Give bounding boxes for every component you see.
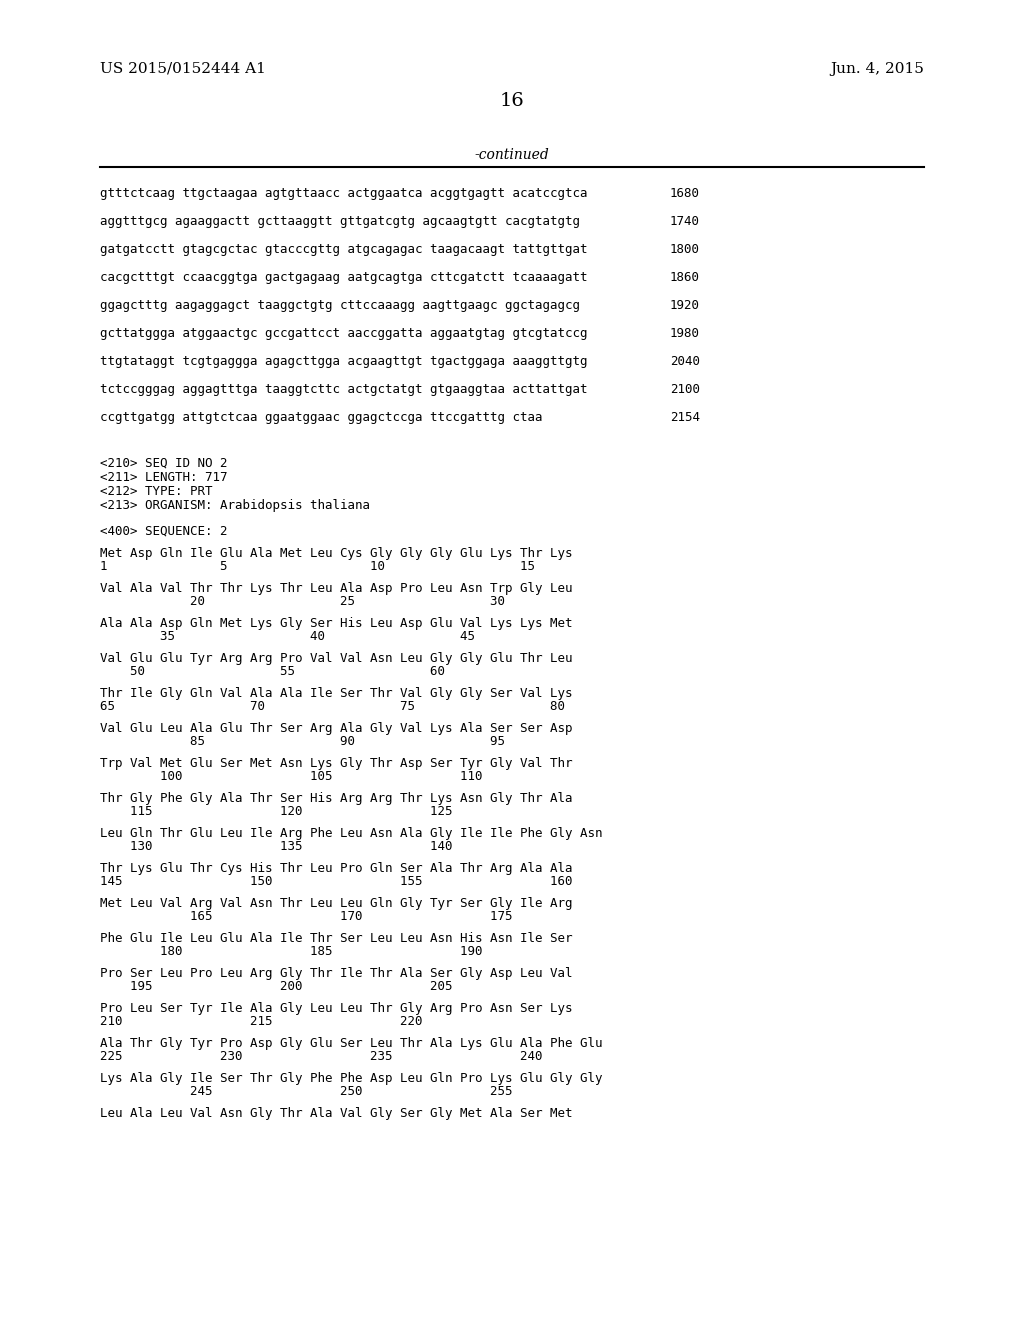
Text: aggtttgcg agaaggactt gcttaaggtt gttgatcgtg agcaagtgtt cacgtatgtg: aggtttgcg agaaggactt gcttaaggtt gttgatcg… (100, 215, 580, 228)
Text: 180                 185                 190: 180 185 190 (100, 945, 482, 958)
Text: Thr Gly Phe Gly Ala Thr Ser His Arg Arg Thr Lys Asn Gly Thr Ala: Thr Gly Phe Gly Ala Thr Ser His Arg Arg … (100, 792, 572, 805)
Text: Met Asp Gln Ile Glu Ala Met Leu Cys Gly Gly Gly Glu Lys Thr Lys: Met Asp Gln Ile Glu Ala Met Leu Cys Gly … (100, 546, 572, 560)
Text: 2040: 2040 (670, 355, 700, 368)
Text: 165                 170                 175: 165 170 175 (100, 909, 512, 923)
Text: 2154: 2154 (670, 411, 700, 424)
Text: US 2015/0152444 A1: US 2015/0152444 A1 (100, 62, 266, 77)
Text: cacgctttgt ccaacggtga gactgagaag aatgcagtga cttcgatctt tcaaaagatt: cacgctttgt ccaacggtga gactgagaag aatgcag… (100, 271, 588, 284)
Text: Ala Thr Gly Tyr Pro Asp Gly Glu Ser Leu Thr Ala Lys Glu Ala Phe Glu: Ala Thr Gly Tyr Pro Asp Gly Glu Ser Leu … (100, 1038, 602, 1049)
Text: 115                 120                 125: 115 120 125 (100, 805, 453, 818)
Text: gtttctcaag ttgctaagaa agtgttaacc actggaatca acggtgagtt acatccgtca: gtttctcaag ttgctaagaa agtgttaacc actggaa… (100, 187, 588, 201)
Text: 245                 250                 255: 245 250 255 (100, 1085, 512, 1098)
Text: 100                 105                 110: 100 105 110 (100, 770, 482, 783)
Text: Met Leu Val Arg Val Asn Thr Leu Leu Gln Gly Tyr Ser Gly Ile Arg: Met Leu Val Arg Val Asn Thr Leu Leu Gln … (100, 898, 572, 909)
Text: Lys Ala Gly Ile Ser Thr Gly Phe Phe Asp Leu Gln Pro Lys Glu Gly Gly: Lys Ala Gly Ile Ser Thr Gly Phe Phe Asp … (100, 1072, 602, 1085)
Text: 85                  90                  95: 85 90 95 (100, 735, 505, 748)
Text: Phe Glu Ile Leu Glu Ala Ile Thr Ser Leu Leu Asn His Asn Ile Ser: Phe Glu Ile Leu Glu Ala Ile Thr Ser Leu … (100, 932, 572, 945)
Text: Leu Gln Thr Glu Leu Ile Arg Phe Leu Asn Ala Gly Ile Ile Phe Gly Asn: Leu Gln Thr Glu Leu Ile Arg Phe Leu Asn … (100, 828, 602, 840)
Text: 1920: 1920 (670, 300, 700, 312)
Text: 2100: 2100 (670, 383, 700, 396)
Text: Val Glu Leu Ala Glu Thr Ser Arg Ala Gly Val Lys Ala Ser Ser Asp: Val Glu Leu Ala Glu Thr Ser Arg Ala Gly … (100, 722, 572, 735)
Text: 50                  55                  60: 50 55 60 (100, 665, 445, 678)
Text: Trp Val Met Glu Ser Met Asn Lys Gly Thr Asp Ser Tyr Gly Val Thr: Trp Val Met Glu Ser Met Asn Lys Gly Thr … (100, 756, 572, 770)
Text: tctccgggag aggagtttga taaggtcttc actgctatgt gtgaaggtaa acttattgat: tctccgggag aggagtttga taaggtcttc actgcta… (100, 383, 588, 396)
Text: <212> TYPE: PRT: <212> TYPE: PRT (100, 484, 213, 498)
Text: 1680: 1680 (670, 187, 700, 201)
Text: 1860: 1860 (670, 271, 700, 284)
Text: 16: 16 (500, 92, 524, 110)
Text: gcttatggga atggaactgc gccgattcct aaccggatta aggaatgtag gtcgtatccg: gcttatggga atggaactgc gccgattcct aaccgga… (100, 327, 588, 341)
Text: ccgttgatgg attgtctcaa ggaatggaac ggagctccga ttccgatttg ctaa: ccgttgatgg attgtctcaa ggaatggaac ggagctc… (100, 411, 543, 424)
Text: 130                 135                 140: 130 135 140 (100, 840, 453, 853)
Text: Val Ala Val Thr Thr Lys Thr Leu Ala Asp Pro Leu Asn Trp Gly Leu: Val Ala Val Thr Thr Lys Thr Leu Ala Asp … (100, 582, 572, 595)
Text: Ala Ala Asp Gln Met Lys Gly Ser His Leu Asp Glu Val Lys Lys Met: Ala Ala Asp Gln Met Lys Gly Ser His Leu … (100, 616, 572, 630)
Text: 195                 200                 205: 195 200 205 (100, 979, 453, 993)
Text: <210> SEQ ID NO 2: <210> SEQ ID NO 2 (100, 457, 227, 470)
Text: Thr Ile Gly Gln Val Ala Ala Ile Ser Thr Val Gly Gly Ser Val Lys: Thr Ile Gly Gln Val Ala Ala Ile Ser Thr … (100, 686, 572, 700)
Text: 20                  25                  30: 20 25 30 (100, 595, 505, 609)
Text: 225             230                 235                 240: 225 230 235 240 (100, 1049, 543, 1063)
Text: Val Glu Glu Tyr Arg Arg Pro Val Val Asn Leu Gly Gly Glu Thr Leu: Val Glu Glu Tyr Arg Arg Pro Val Val Asn … (100, 652, 572, 665)
Text: 210                 215                 220: 210 215 220 (100, 1015, 423, 1028)
Text: gatgatcctt gtagcgctac gtacccgttg atgcagagac taagacaagt tattgttgat: gatgatcctt gtagcgctac gtacccgttg atgcaga… (100, 243, 588, 256)
Text: Pro Leu Ser Tyr Ile Ala Gly Leu Leu Thr Gly Arg Pro Asn Ser Lys: Pro Leu Ser Tyr Ile Ala Gly Leu Leu Thr … (100, 1002, 572, 1015)
Text: ttgtataggt tcgtgaggga agagcttgga acgaagttgt tgactggaga aaaggttgtg: ttgtataggt tcgtgaggga agagcttgga acgaagt… (100, 355, 588, 368)
Text: <213> ORGANISM: Arabidopsis thaliana: <213> ORGANISM: Arabidopsis thaliana (100, 499, 370, 512)
Text: 1800: 1800 (670, 243, 700, 256)
Text: 1               5                   10                  15: 1 5 10 15 (100, 560, 535, 573)
Text: <400> SEQUENCE: 2: <400> SEQUENCE: 2 (100, 525, 227, 539)
Text: 1980: 1980 (670, 327, 700, 341)
Text: 1740: 1740 (670, 215, 700, 228)
Text: Leu Ala Leu Val Asn Gly Thr Ala Val Gly Ser Gly Met Ala Ser Met: Leu Ala Leu Val Asn Gly Thr Ala Val Gly … (100, 1107, 572, 1119)
Text: -continued: -continued (475, 148, 549, 162)
Text: 145                 150                 155                 160: 145 150 155 160 (100, 875, 572, 888)
Text: Thr Lys Glu Thr Cys His Thr Leu Pro Gln Ser Ala Thr Arg Ala Ala: Thr Lys Glu Thr Cys His Thr Leu Pro Gln … (100, 862, 572, 875)
Text: 35                  40                  45: 35 40 45 (100, 630, 475, 643)
Text: Pro Ser Leu Pro Leu Arg Gly Thr Ile Thr Ala Ser Gly Asp Leu Val: Pro Ser Leu Pro Leu Arg Gly Thr Ile Thr … (100, 968, 572, 979)
Text: Jun. 4, 2015: Jun. 4, 2015 (830, 62, 924, 77)
Text: <211> LENGTH: 717: <211> LENGTH: 717 (100, 471, 227, 484)
Text: ggagctttg aagaggagct taaggctgtg cttccaaagg aagttgaagc ggctagagcg: ggagctttg aagaggagct taaggctgtg cttccaaa… (100, 300, 580, 312)
Text: 65                  70                  75                  80: 65 70 75 80 (100, 700, 565, 713)
